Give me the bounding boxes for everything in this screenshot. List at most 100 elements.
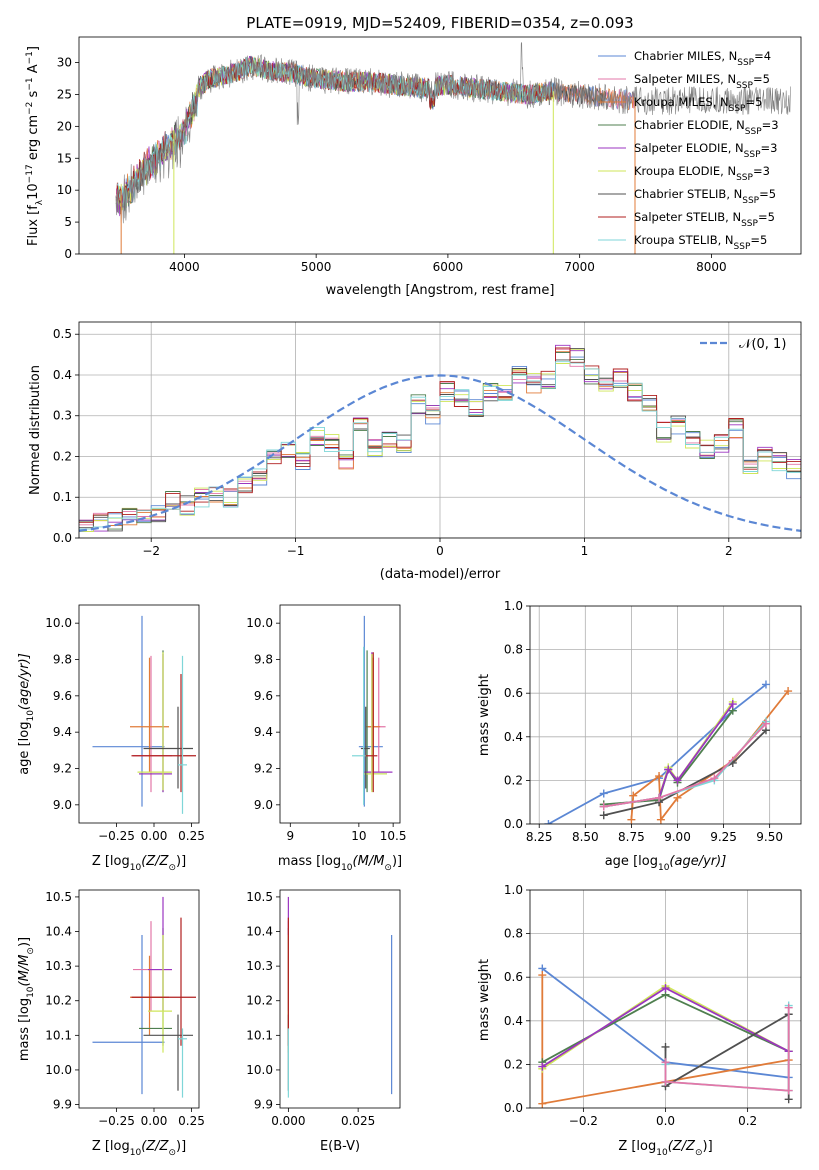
- x-axis-label: Z [log10(Z/Z⊙)]: [92, 854, 186, 873]
- y-tick-label: 9.0: [53, 798, 72, 812]
- x-tick-label: 8.75: [618, 830, 645, 844]
- label-part: ⊙: [695, 1148, 703, 1158]
- legend-entry: Salpeter MILES, NSSP=5: [634, 72, 770, 91]
- y-tick-label: 0.8: [504, 927, 523, 941]
- y-tick-label: 10.1: [45, 1028, 72, 1042]
- mass-weight-marker: [661, 984, 670, 993]
- label-part: )]: [176, 854, 186, 869]
- label-part: ]: [26, 46, 41, 51]
- label-part: =5: [745, 95, 762, 109]
- label-part: mass [log: [278, 854, 341, 869]
- x-tick-label: 5000: [301, 260, 332, 274]
- mass-vs-ebv-axes: 0.000 0.025 9.9 10.0 10.1 10.2 10.3 10.4 10.5 E(B…: [246, 889, 401, 1154]
- mass-weight-marker: [599, 802, 608, 811]
- x-tick-label: 0.025: [341, 1114, 375, 1128]
- y-tick-label: 9.9: [254, 1098, 273, 1112]
- label-part: =5: [759, 187, 776, 201]
- label-part: −17: [25, 164, 35, 183]
- label-part: Normed distribution: [28, 365, 43, 495]
- axes-frame: [279, 889, 401, 1109]
- massweight-vs-z-axes: −0.2 0.0 0.2 0.0 0.2 0.4 0.6 0.8 1.0 Z [log10(Z/Z…: [477, 883, 802, 1158]
- y-tick-label: 10.4: [45, 925, 72, 939]
- y-tick-label: 9.6: [254, 689, 273, 703]
- spectrum-axes: 4000 5000 6000 7000 8000 0 5 10 15 20 25 30 waveleng…: [25, 36, 802, 298]
- label-part: Salpeter STELIB, N: [634, 210, 741, 224]
- x-tick-label: 10.5: [380, 829, 407, 843]
- mass-weight-marker: [661, 1077, 670, 1086]
- label-part: Kroupa MILES, N: [634, 95, 729, 109]
- label-part: 10: [130, 1148, 142, 1158]
- x-tick-label: 10: [351, 829, 366, 843]
- label-part: SSP: [729, 104, 746, 114]
- y-tick-label: 10.1: [246, 1028, 273, 1042]
- legend-entry: 𝒩(0, 1): [739, 337, 786, 352]
- axes-frame: [78, 321, 802, 539]
- plot-area: [79, 322, 801, 538]
- x-tick-label: 0.000: [271, 1114, 305, 1128]
- y-tick-label: 10.2: [246, 994, 273, 1008]
- x-tick-label: −0.2: [569, 1114, 598, 1128]
- y-tick-label: 9.6: [53, 689, 72, 703]
- y-tick-label: 0.1: [53, 490, 72, 504]
- y-tick-label: 5: [64, 215, 72, 229]
- label-part: Z [log: [92, 1139, 130, 1154]
- plot-area: [530, 890, 801, 1108]
- y-tick-label: 0.0: [504, 817, 523, 831]
- x-tick-label: 0.00: [141, 1114, 168, 1128]
- mass-weight-marker: [627, 815, 636, 824]
- label-part: s: [26, 90, 41, 101]
- plot-area: [92, 896, 196, 1098]
- y-tick-label: 1.0: [504, 883, 523, 897]
- figure-title: PLATE=0919, MJD=52409, FIBERID=0354, z=0…: [246, 14, 633, 32]
- y-axis-label: mass weight: [477, 959, 492, 1041]
- y-tick-label: 15: [57, 151, 72, 165]
- x-tick-label: 8.25: [526, 830, 553, 844]
- label-part: =5: [753, 72, 770, 86]
- label-part: )]: [703, 1139, 713, 1154]
- label-part: SSP: [741, 219, 758, 229]
- y-tick-label: 30: [57, 56, 72, 70]
- y-tick-label: 0.5: [53, 327, 72, 341]
- mass-weight-marker: [661, 1058, 670, 1067]
- y-tick-label: 10.0: [45, 1063, 72, 1077]
- plot-area: [352, 615, 393, 807]
- legend-entry: Kroupa ELODIE, NSSP=3: [634, 164, 770, 183]
- y-tick-label: 0: [64, 247, 72, 261]
- label-part: SSP: [734, 242, 751, 252]
- label-part: (M/M: [17, 955, 32, 987]
- y-tick-label: 0.8: [504, 643, 523, 657]
- y-tick-label: 10: [57, 183, 72, 197]
- age-vs-z-axes: −0.25 0.00 0.259.09.29.49.69.810.0Z [log10…: [17, 604, 205, 873]
- y-axis-label: Normed distribution: [28, 365, 43, 495]
- y-tick-label: 0.6: [504, 686, 523, 700]
- label-part: Flux [f: [26, 205, 41, 246]
- axes-frame: [529, 605, 802, 825]
- mass-weight-line: [603, 710, 734, 806]
- label-part: Kroupa STELIB, N: [634, 233, 734, 247]
- mass-weight-line: [603, 723, 767, 808]
- label-part: =3: [761, 141, 778, 155]
- label-part: Z [log: [618, 1139, 656, 1154]
- mass-weight-marker: [544, 820, 553, 824]
- x-tick-label: 6000: [433, 260, 464, 274]
- mass-weight-marker: [664, 765, 673, 774]
- mass-weight-line: [664, 1007, 790, 1092]
- y-tick-label: 9.2: [254, 762, 273, 776]
- legend-entry: Kroupa STELIB, NSSP=5: [634, 233, 767, 252]
- axes-frame: [529, 889, 802, 1109]
- x-tick-label: −1: [287, 544, 305, 558]
- x-axis-label: mass [log10(M/M⊙)]: [278, 854, 402, 873]
- label-part: )]: [176, 1139, 186, 1154]
- y-tick-label: 0.0: [53, 531, 72, 545]
- legend-entry: Salpeter STELIB, NSSP=5: [634, 210, 775, 229]
- mass-weight-marker: [710, 774, 719, 783]
- y-tick-label: 10.2: [45, 994, 72, 1008]
- label-part: SSP: [744, 150, 761, 160]
- plot-area: [287, 896, 393, 1098]
- label-part: Chabrier STELIB, N: [634, 187, 742, 201]
- axes-frame: [78, 889, 200, 1109]
- spectrum-data-line: [115, 42, 791, 224]
- plot-area: [92, 615, 196, 814]
- label-part: Chabrier ELODIE, N: [634, 118, 745, 132]
